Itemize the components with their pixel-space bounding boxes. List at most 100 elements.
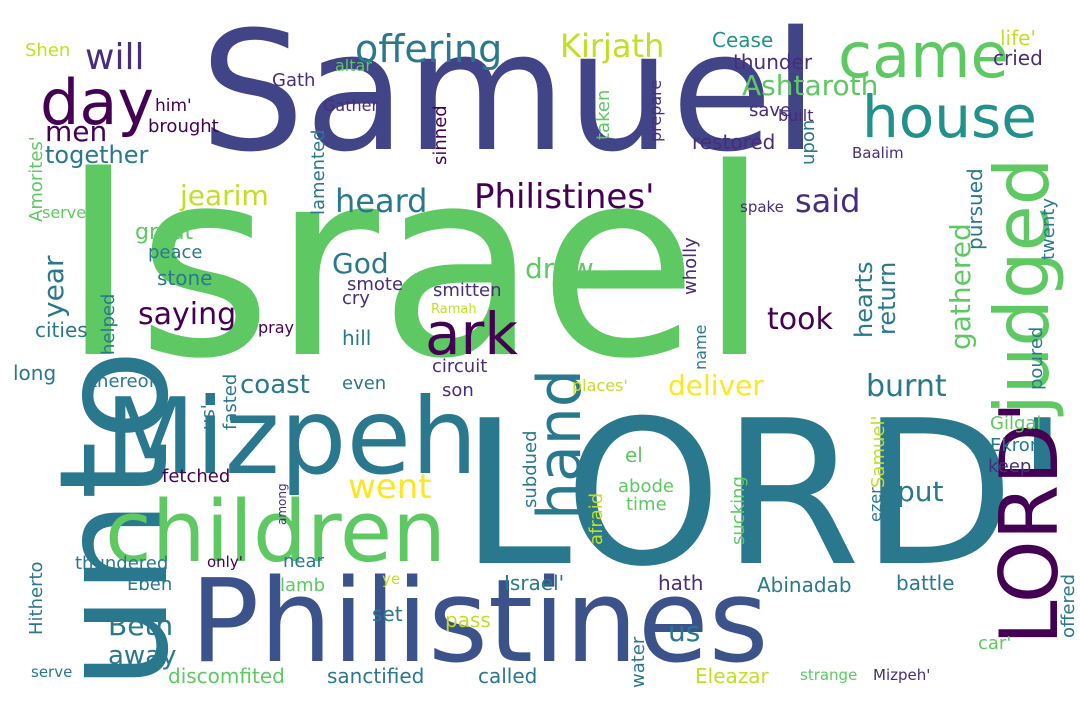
cloud-word: pursued: [963, 168, 987, 250]
cloud-word: Abinadab: [757, 573, 852, 597]
cloud-word: went: [348, 467, 432, 507]
cloud-word: peace: [148, 242, 203, 263]
cloud-word: Ashtaroth: [742, 69, 879, 102]
cloud-word: Eben: [127, 574, 173, 595]
cloud-word: save: [749, 100, 792, 121]
cloud-word: ye: [382, 570, 401, 588]
cloud-word: year: [37, 255, 70, 318]
cloud-word: subdued: [520, 430, 541, 508]
cloud-word: Ekron: [990, 435, 1042, 456]
cloud-word: restored: [692, 130, 776, 154]
cloud-word: cry: [342, 288, 370, 309]
cloud-word: places': [572, 376, 628, 395]
cloud-word: twenty: [1038, 198, 1059, 260]
cloud-word: hath: [658, 571, 704, 595]
cloud-word: water: [628, 636, 649, 688]
cloud-word: Samuel: [200, 0, 819, 188]
cloud-word: discomfited: [168, 664, 285, 688]
cloud-word: LORD': [460, 378, 1070, 611]
cloud-word: son: [442, 380, 474, 401]
cloud-word: helped: [98, 293, 119, 355]
cloud-word: smitten: [433, 280, 502, 301]
cloud-word: God: [332, 247, 389, 280]
cloud-word: Cease: [712, 28, 774, 52]
cloud-word: children: [105, 483, 447, 582]
cloud-word: offering: [355, 27, 503, 71]
cloud-word: long: [13, 361, 57, 385]
cloud-word: return: [873, 261, 901, 335]
cloud-word: keep: [988, 456, 1032, 477]
cloud-word: cities: [35, 318, 88, 342]
cloud-word: fetched: [162, 466, 231, 487]
cloud-word: sanctified: [327, 664, 425, 688]
cloud-word: stone: [157, 266, 213, 290]
cloud-word: Ramah: [431, 302, 477, 317]
cloud-word: prepare: [646, 79, 665, 142]
cloud-word: house: [862, 83, 1037, 151]
cloud-word: great: [135, 220, 194, 245]
cloud-word: Shen: [25, 40, 71, 61]
cloud-word: car': [978, 633, 1012, 654]
cloud-word: upon: [798, 119, 819, 165]
cloud-word: Beth: [108, 609, 174, 642]
cloud-word: cried: [993, 46, 1043, 70]
cloud-word: men: [45, 115, 108, 148]
cloud-word: serve: [31, 663, 73, 681]
cloud-word: lamb: [280, 575, 325, 596]
cloud-word: put: [897, 475, 944, 508]
cloud-word: judged: [978, 157, 1066, 415]
cloud-word: coast: [240, 370, 310, 400]
cloud-word: Hitherto: [26, 561, 47, 635]
cloud-word: thundered: [75, 553, 169, 574]
cloud-word: day: [40, 66, 155, 139]
cloud-word: us': [198, 404, 219, 430]
cloud-word: ezer: [866, 487, 885, 522]
cloud-word: circuit: [432, 356, 488, 377]
cloud-word: only': [207, 553, 243, 571]
cloud-word: built: [778, 106, 814, 125]
cloud-word: taken: [593, 89, 614, 140]
cloud-word: Eleazar: [695, 664, 769, 688]
cloud-word: even: [342, 373, 387, 394]
cloud-word: fasted: [220, 373, 241, 430]
cloud-word: drew: [525, 252, 594, 285]
cloud-word: him': [155, 96, 192, 116]
cloud-word: el: [625, 443, 643, 467]
cloud-word: called: [478, 664, 538, 688]
cloud-word: Israel: [60, 114, 771, 416]
cloud-word: name: [691, 324, 710, 370]
cloud-word: Mizpeh: [105, 376, 478, 498]
cloud-word: Gilgal: [990, 413, 1042, 434]
cloud-word: strange: [800, 666, 858, 684]
cloud-word: said: [795, 182, 861, 220]
cloud-word: sinned: [430, 105, 451, 165]
cloud-word: spake: [740, 198, 784, 216]
cloud-word: smote: [347, 274, 404, 295]
cloud-word: sucking: [728, 476, 749, 545]
cloud-word: altar: [335, 56, 372, 75]
cloud-word: Philistines: [190, 555, 769, 689]
cloud-word: saying: [138, 297, 237, 332]
cloud-word: ark: [425, 300, 518, 368]
cloud-word: will: [85, 37, 145, 78]
cloud-word: pass: [445, 608, 491, 632]
cloud-word: together: [45, 141, 149, 169]
cloud-word: lamented: [308, 129, 329, 215]
cloud-word: life': [1000, 26, 1036, 50]
cloud-word: offered: [1058, 574, 1079, 638]
cloud-word: hill: [342, 326, 372, 350]
cloud-word: us: [668, 615, 701, 648]
cloud-word: brought: [148, 116, 219, 137]
cloud-word: afraid: [586, 492, 607, 545]
cloud-word: Philistines': [474, 177, 655, 217]
cloud-word: Gath: [272, 70, 316, 91]
cloud-word: set: [372, 602, 403, 626]
cloud-word: burnt: [866, 369, 947, 404]
cloud-word: time: [626, 494, 667, 515]
cloud-word: served: [42, 203, 97, 222]
cloud-word: came: [838, 19, 1009, 92]
cloud-word: deliver: [668, 369, 764, 402]
cloud-word: Kirjath: [560, 27, 665, 65]
cloud-word: thereof: [90, 371, 155, 392]
